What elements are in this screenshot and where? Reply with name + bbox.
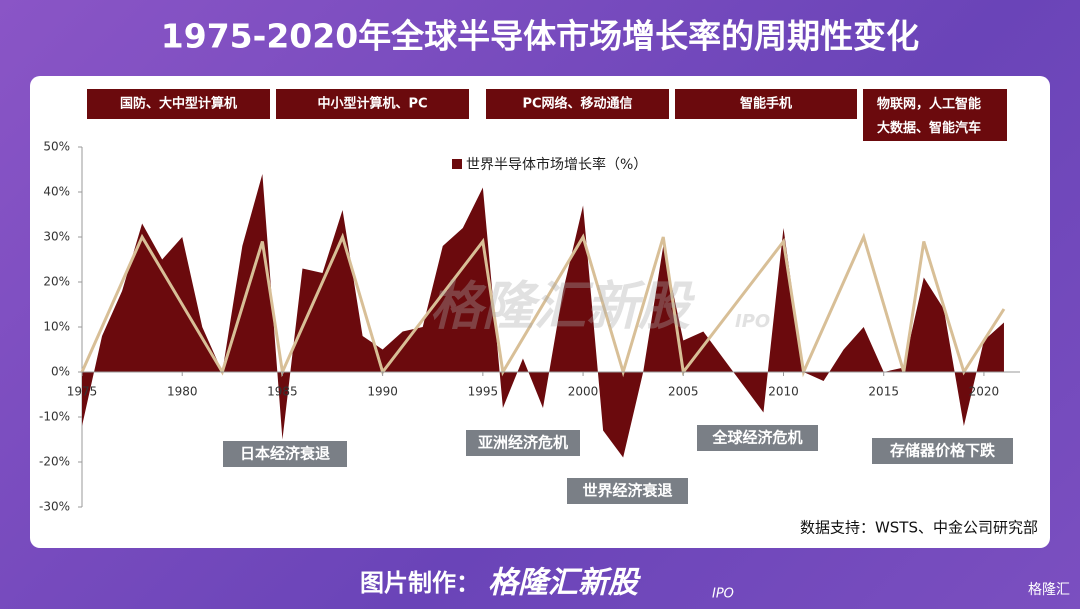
annotation: 存储器价格下跌 [890,442,996,460]
y-tick-label: -20% [39,455,70,469]
legend-label: 世界半导体市场增长率（%） [466,156,647,173]
annotation: 全球经济危机 [711,429,802,447]
era-box [863,89,1007,141]
corner-logo: 格隆汇 [1028,582,1070,598]
x-tick-label: 2015 [868,385,899,399]
annotation: 世界经济衰退 [582,482,672,500]
era-box [675,89,857,119]
y-tick-label: 30% [43,230,70,244]
footer-label: 图片制作： [360,569,480,597]
era-label: 中小型计算机、PC [317,96,427,112]
y-tick-label: 50% [43,140,70,154]
era-box [276,89,469,119]
x-tick-label: 1975 [67,385,98,399]
annotation-box [697,425,818,451]
annotation-box [872,438,1013,464]
y-tick-label: -10% [39,410,70,424]
annotation-box [466,430,580,456]
y-tick-label: 20% [43,275,70,289]
source: 数据支持：WSTS、中金公司研究部 [800,519,1038,537]
annotation-box [223,441,347,467]
x-tick-label: 1990 [367,385,398,399]
x-tick-label: 2000 [568,385,599,399]
annotation: 亚洲经济危机 [478,434,568,452]
x-tick-label: 2010 [768,385,799,399]
footer-brand: 格隆汇新股 [488,566,641,601]
era-label: 物联网，人工智能大数据、智能汽车 [877,96,981,136]
area [82,174,1004,458]
footer-brand-sub: IPO [712,587,734,602]
y-tick-label: 0% [51,365,70,379]
annotation-box [567,478,688,504]
watermark-sub: IPO [735,311,770,332]
era-label: 智能手机 [740,96,792,112]
cycle-line [80,232,1006,378]
x-tick-label: 1980 [167,385,198,399]
annotation: 日本经济衰退 [240,445,330,463]
era-label: 国防、大中型计算机 [120,96,237,112]
x-tick-label: 1995 [468,385,499,399]
era-box [87,89,270,119]
x-tick-label: 2020 [969,385,1000,399]
y-tick-label: 40% [43,185,70,199]
x-tick-label: 2005 [668,385,699,399]
y-tick-label: -30% [39,500,70,514]
title: 1975-2020年全球半导体市场增长率的周期性变化 [161,17,919,56]
watermark: 格隆汇新股 [430,277,696,337]
x-tick-label: 1985 [267,385,298,399]
era-label: PC网络、移动通信 [522,96,632,112]
legend-swatch [452,159,462,169]
y-tick-label: 10% [43,320,70,334]
era-box [486,89,669,119]
